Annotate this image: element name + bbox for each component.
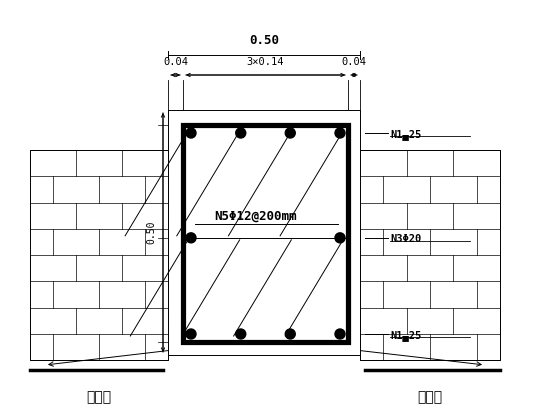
Text: 挡土墙: 挡土墙 bbox=[86, 390, 111, 404]
Bar bbox=[360, 150, 500, 360]
Circle shape bbox=[236, 329, 246, 339]
Circle shape bbox=[335, 233, 345, 243]
Text: 0.04: 0.04 bbox=[342, 57, 366, 67]
Circle shape bbox=[335, 128, 345, 138]
Text: 0.20×2: 0.20×2 bbox=[168, 270, 177, 300]
Text: 0.40×0.11: 0.40×0.11 bbox=[168, 153, 177, 198]
Text: 0.04: 0.04 bbox=[163, 57, 188, 67]
Circle shape bbox=[186, 233, 196, 243]
Text: N3Φ20: N3Φ20 bbox=[390, 234, 421, 244]
Circle shape bbox=[186, 128, 196, 138]
Circle shape bbox=[186, 329, 196, 339]
Bar bbox=[30, 150, 168, 360]
Bar bbox=[183, 125, 348, 342]
Text: 挡土墙: 挡土墙 bbox=[417, 390, 442, 404]
Circle shape bbox=[285, 329, 295, 339]
Text: 0.50: 0.50 bbox=[146, 221, 156, 244]
Circle shape bbox=[335, 329, 345, 339]
Text: N5Φ12@200mm: N5Φ12@200mm bbox=[214, 209, 297, 222]
Text: N1▄25: N1▄25 bbox=[390, 129, 421, 140]
Text: 3×0.14: 3×0.14 bbox=[247, 57, 284, 67]
Text: N1▄25: N1▄25 bbox=[390, 330, 421, 341]
Circle shape bbox=[285, 128, 295, 138]
Text: 0.50: 0.50 bbox=[249, 34, 279, 47]
Bar bbox=[168, 110, 360, 355]
Circle shape bbox=[236, 128, 246, 138]
